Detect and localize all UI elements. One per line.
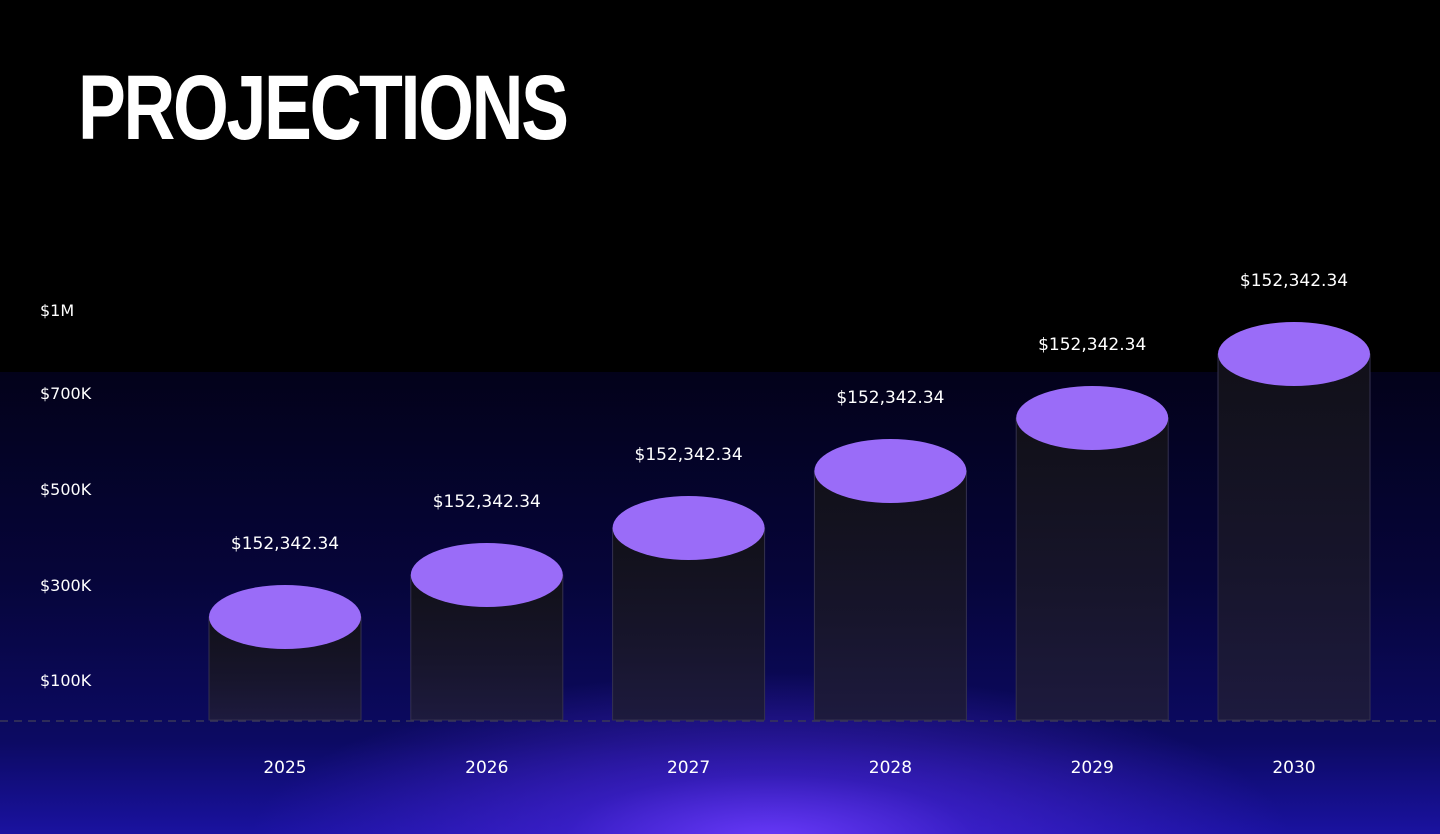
- y-tick-label: $300K: [40, 576, 92, 595]
- y-tick-label: $1M: [40, 301, 74, 320]
- x-tick-label: 2025: [263, 758, 306, 778]
- y-tick-label: $500K: [40, 480, 92, 499]
- x-tick-label: 2026: [465, 758, 508, 778]
- bar-2030: $152,342.34: [1217, 271, 1371, 721]
- x-tick-label: 2028: [869, 758, 912, 778]
- data-label: $152,342.34: [231, 534, 339, 554]
- bars: $152,342.34 $152,342.34 $152,342.34 $152,34…: [208, 271, 1371, 721]
- bar-2025: $152,342.34: [208, 534, 362, 721]
- data-label: $152,342.34: [1038, 335, 1146, 355]
- x-axis: 2025 2026 2027 2028 2029 2030: [263, 758, 1315, 778]
- bar-body: [813, 470, 967, 721]
- bar-top: [612, 496, 765, 560]
- y-tick-label: $700K: [40, 384, 92, 403]
- bar-2027: $152,342.34: [612, 445, 766, 721]
- x-tick-label: 2027: [667, 758, 710, 778]
- data-label: $152,342.34: [1240, 271, 1348, 291]
- data-label: $152,342.34: [433, 492, 541, 512]
- bar-top: [410, 543, 563, 607]
- bar-body: [1015, 417, 1169, 721]
- data-label: $152,342.34: [836, 388, 944, 408]
- data-label: $152,342.34: [635, 445, 743, 465]
- bar-top: [209, 585, 361, 649]
- y-axis: $100K $300K $500K $700K $1M: [40, 301, 92, 690]
- page-title: PROJECTIONS: [78, 57, 569, 159]
- y-tick-label: $100K: [40, 671, 92, 690]
- bar-top: [1218, 322, 1370, 386]
- bar-top: [1016, 386, 1169, 450]
- x-tick-label: 2030: [1272, 758, 1315, 778]
- bar-body: [1217, 353, 1371, 721]
- bar-top: [814, 439, 967, 503]
- bar-2026: $152,342.34: [410, 492, 564, 721]
- bar-2028: $152,342.34: [813, 388, 967, 721]
- x-tick-label: 2029: [1071, 758, 1114, 778]
- bar-2029: $152,342.34: [1015, 335, 1169, 721]
